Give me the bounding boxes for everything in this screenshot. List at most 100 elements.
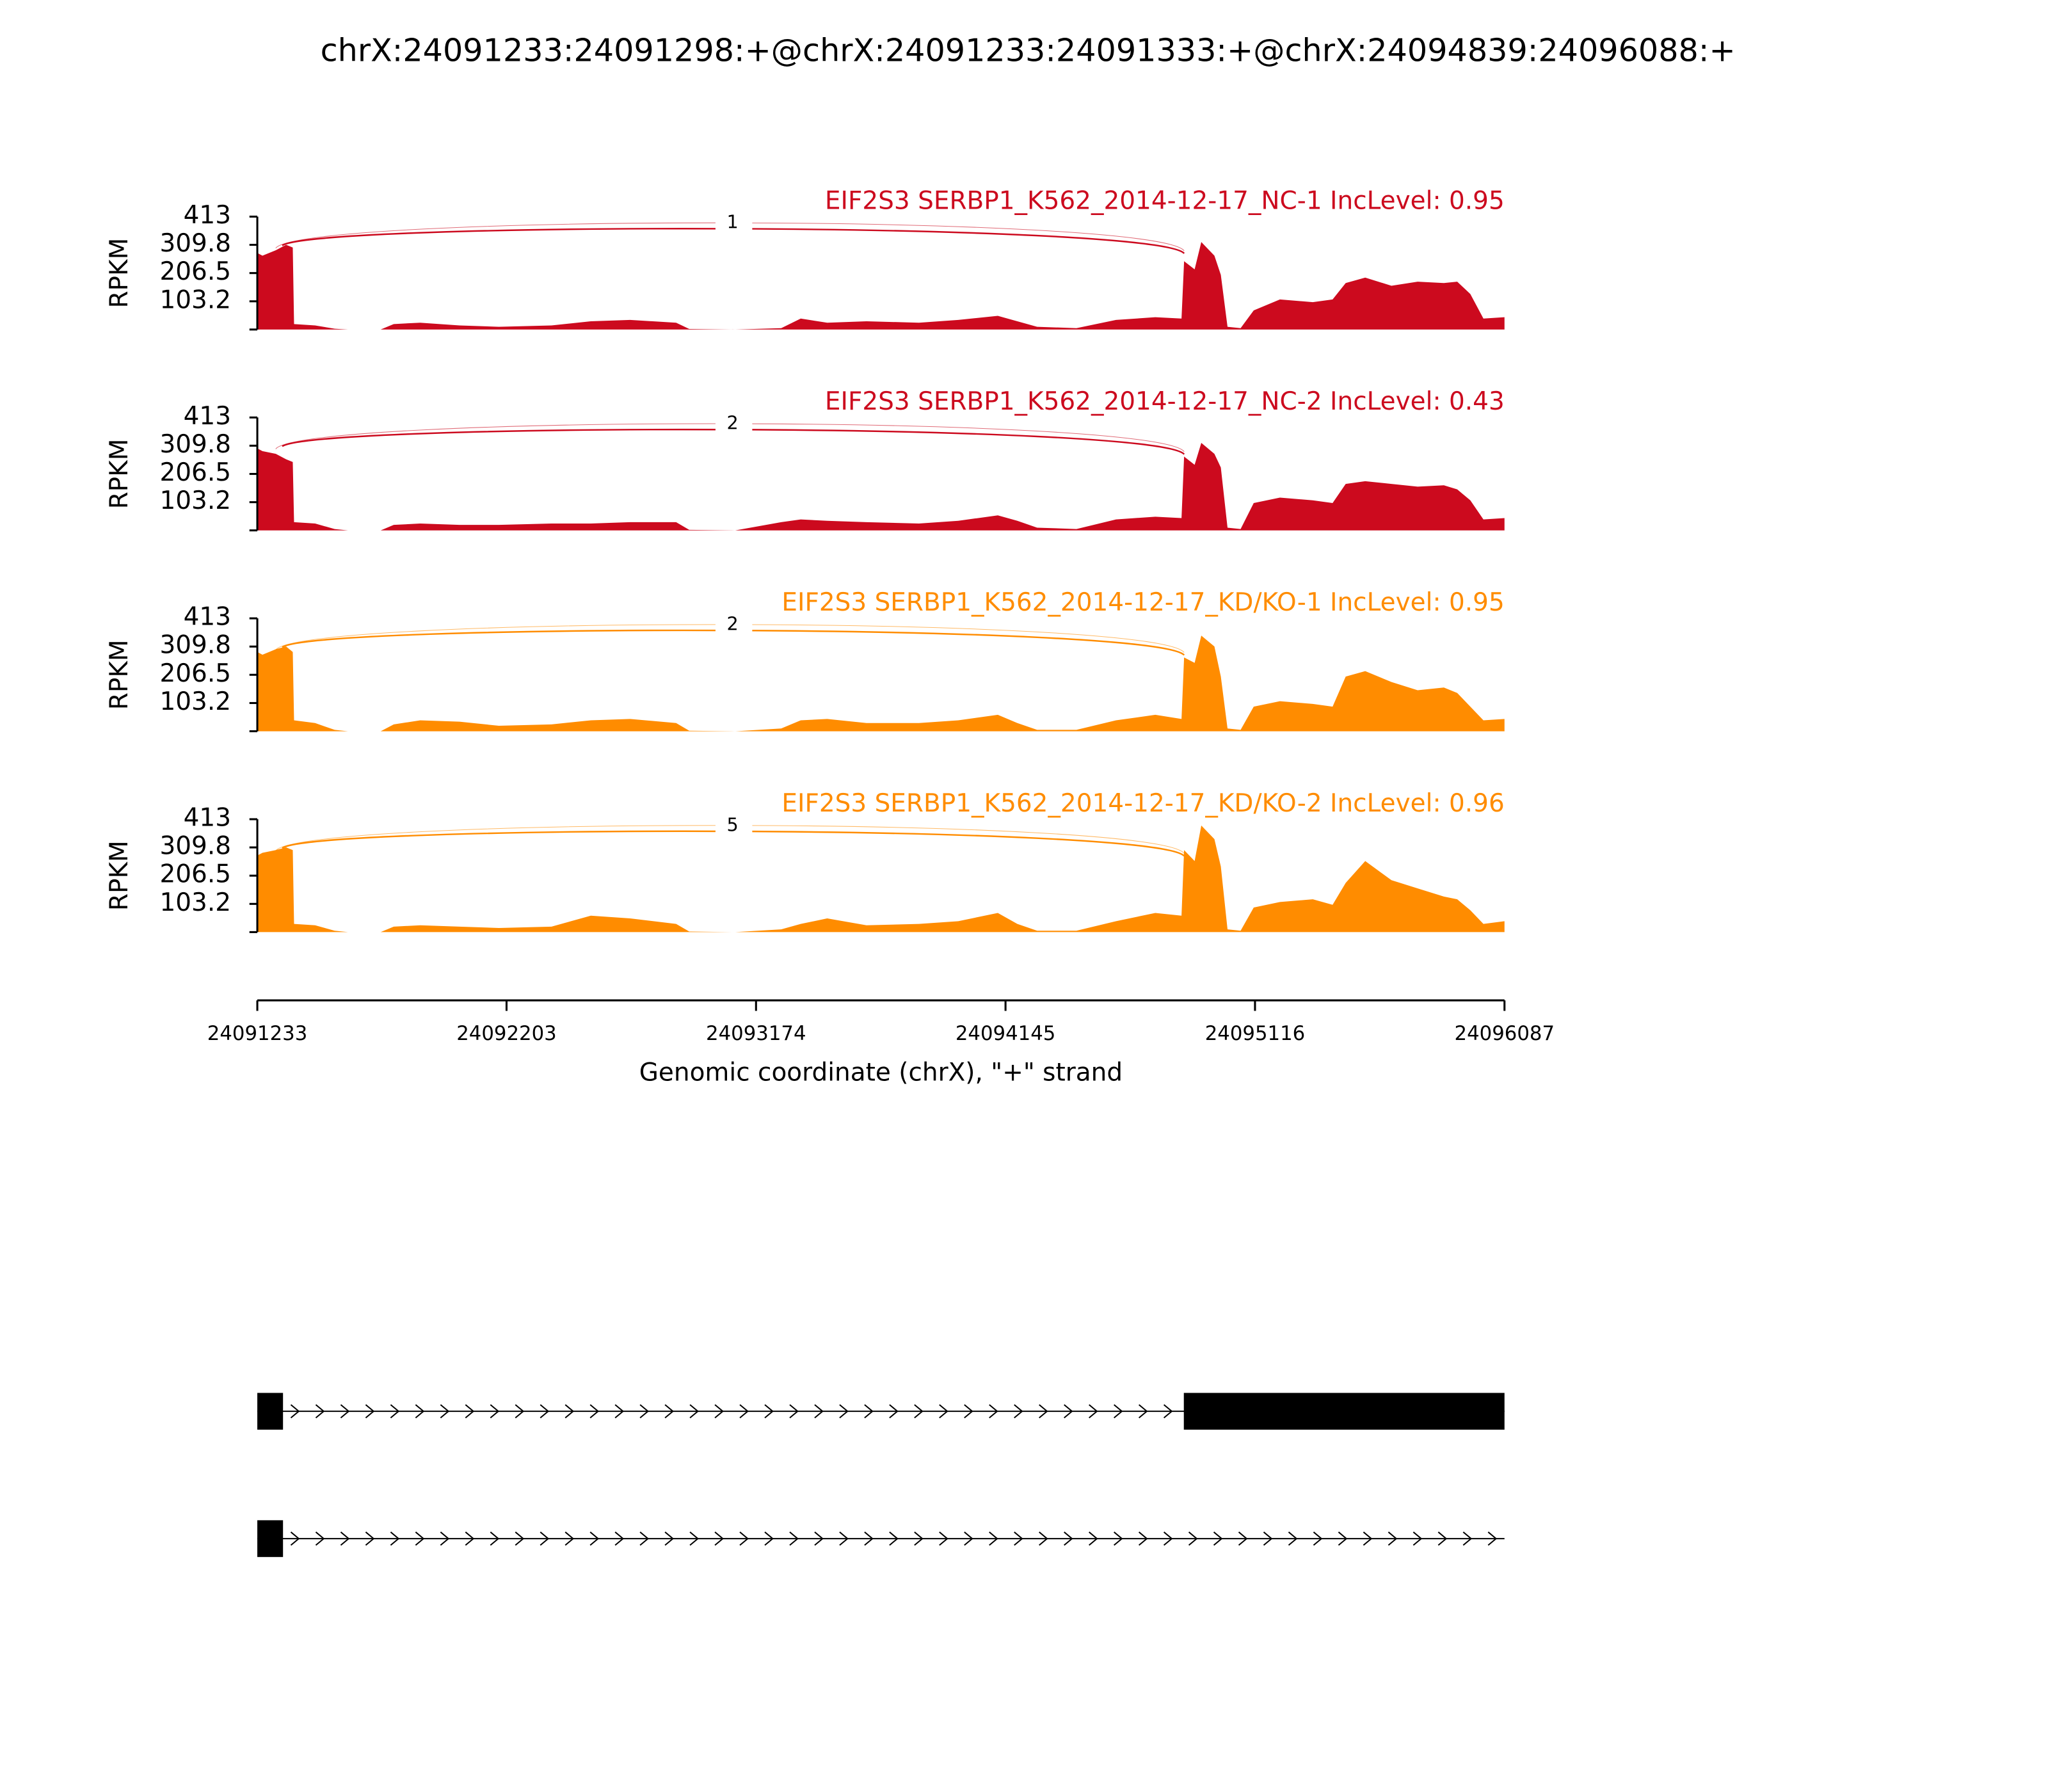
strand-chevron [839,1532,849,1546]
y-axis-label: RPKM [105,639,134,710]
strand-chevron [290,1532,300,1546]
strand-chevron [365,1404,375,1419]
y-tick-label: 103.2 [159,486,231,515]
y-tick-label: 413 [184,804,231,833]
junction-count: 2 [726,412,738,434]
strand-chevron [989,1404,998,1419]
strand-chevron [1089,1532,1098,1546]
y-tick-label: 103.2 [159,888,231,917]
strand-chevron [814,1532,824,1546]
strand-chevron [515,1532,525,1546]
strand-chevron [564,1532,575,1546]
strand-chevron [814,1404,824,1419]
strand-chevron [939,1532,948,1546]
x-tick-label: 24095116 [1205,1022,1306,1045]
strand-chevron [1412,1532,1423,1546]
junction-count: 5 [726,813,738,835]
x-axis-label: Genomic coordinate (chrX), "+" strand [639,1058,1123,1087]
x-tick-label: 24094145 [956,1022,1056,1045]
y-tick-label: 206.5 [159,257,231,286]
strand-chevron [540,1404,550,1419]
strand-chevron [914,1532,924,1546]
strand-chevron [1437,1532,1448,1546]
y-tick-label: 413 [184,402,231,431]
strand-chevron [1288,1532,1298,1546]
strand-chevron [315,1404,325,1419]
strand-chevron [789,1404,799,1419]
strand-chevron [1462,1532,1473,1546]
track-title: EIF2S3 SERBP1_K562_2014-12-17_NC-1 IncLe… [825,186,1505,215]
strand-chevron [989,1532,998,1546]
strand-chevron [1064,1404,1073,1419]
strand-chevron [614,1532,625,1546]
strand-chevron [964,1532,973,1546]
strand-chevron [1114,1404,1123,1419]
y-tick-label: 309.8 [159,631,231,660]
strand-chevron [1089,1404,1098,1419]
strand-chevron [1114,1532,1123,1546]
strand-chevron [889,1404,899,1419]
strand-chevron [714,1404,724,1419]
strand-chevron [639,1532,650,1546]
y-axis-label: RPKM [105,439,134,509]
y-tick-label: 309.8 [159,832,231,861]
strand-chevron [1188,1532,1198,1546]
x-tick-label: 24092203 [456,1022,557,1045]
junction-label-bg [715,214,753,233]
strand-chevron [440,1404,450,1419]
strand-chevron [739,1404,749,1419]
junction-count: 2 [726,612,738,634]
x-tick-label: 24091233 [207,1022,308,1045]
strand-chevron [340,1404,350,1419]
junction-label-bg [715,816,753,835]
strand-chevron [340,1532,350,1546]
strand-chevron [889,1532,899,1546]
strand-chevron [864,1532,874,1546]
strand-chevron [739,1532,749,1546]
strand-chevron [1363,1532,1373,1546]
strand-chevron [315,1532,325,1546]
junction-label-bg [715,616,753,634]
coverage-area [257,636,1505,732]
strand-chevron [839,1404,849,1419]
strand-chevron [689,1532,700,1546]
y-tick-label: 206.5 [159,458,231,487]
strand-chevron [664,1404,675,1419]
strand-chevron [1163,1532,1173,1546]
strand-chevron [1487,1532,1498,1546]
strand-chevron [564,1404,575,1419]
strand-chevron [1039,1532,1048,1546]
coverage-area [257,443,1505,531]
strand-chevron [664,1532,675,1546]
track-title: EIF2S3 SERBP1_K562_2014-12-17_KD/KO-1 In… [781,588,1504,617]
strand-chevron [415,1404,425,1419]
coverage-area [257,825,1505,932]
strand-chevron [465,1404,475,1419]
strand-chevron [1313,1532,1323,1546]
strand-chevron [1263,1532,1273,1546]
y-tick-label: 413 [184,603,231,632]
strand-chevron [1238,1532,1248,1546]
strand-chevron [1138,1532,1148,1546]
strand-chevron [1064,1532,1073,1546]
y-tick-label: 309.8 [159,430,231,459]
y-tick-label: 103.2 [159,687,231,716]
strand-chevron [1388,1532,1398,1546]
strand-chevron [390,1404,400,1419]
y-tick-label: 206.5 [159,659,231,688]
track-title: EIF2S3 SERBP1_K562_2014-12-17_NC-2 IncLe… [825,387,1505,416]
strand-chevron [689,1404,700,1419]
strand-chevron [465,1532,475,1546]
x-tick-label: 24093174 [706,1022,806,1045]
exon [257,1393,284,1430]
strand-chevron [1039,1404,1048,1419]
strand-chevron [639,1404,650,1419]
y-tick-label: 413 [184,201,231,230]
strand-chevron [914,1404,924,1419]
strand-chevron [614,1404,625,1419]
strand-chevron [964,1404,973,1419]
strand-chevron [864,1404,874,1419]
y-tick-label: 103.2 [159,285,231,314]
exon [257,1520,284,1557]
